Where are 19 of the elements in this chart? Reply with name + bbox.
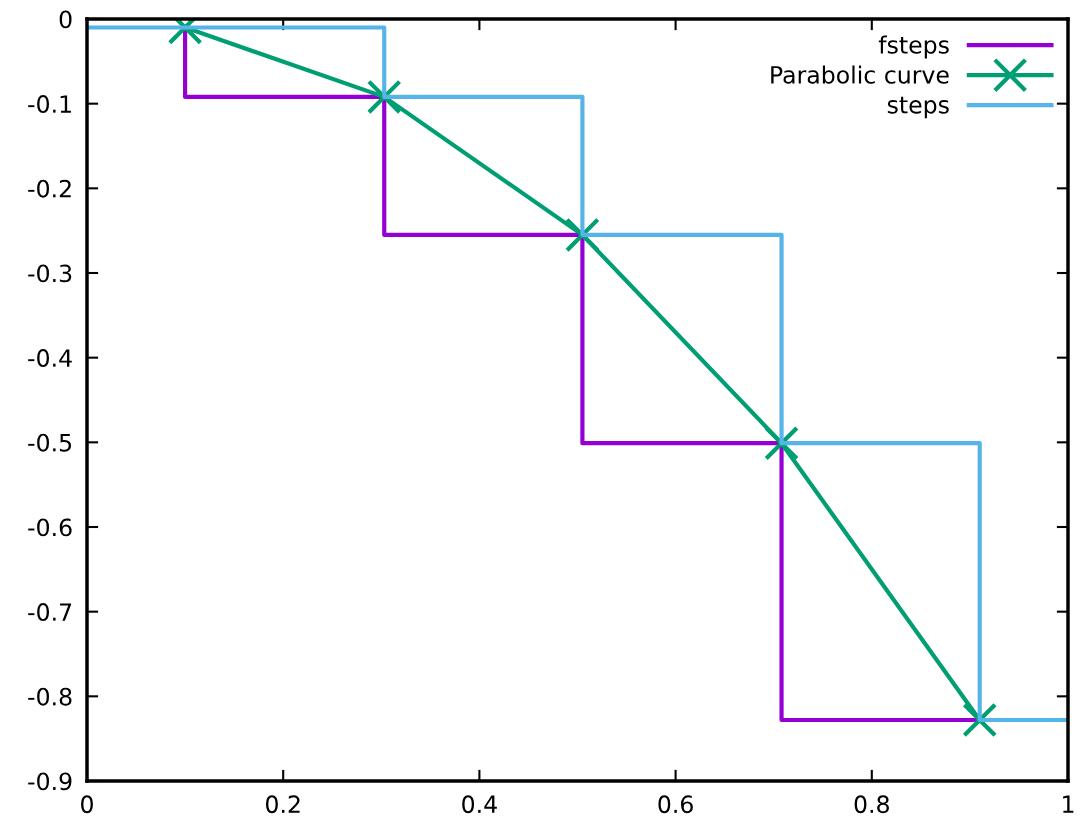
x-tick-label: 0.4	[462, 795, 497, 814]
y-tick-label: -0.6	[28, 518, 72, 537]
legend-label: steps	[887, 96, 949, 119]
legend-label: fsteps	[878, 35, 949, 59]
y-tick-label: -0.4	[28, 349, 72, 367]
y-tick-label: -0.9	[28, 772, 72, 791]
y-tick-label: -0.1	[28, 95, 71, 113]
x-tick-label: 0.2	[265, 795, 300, 814]
x-tick-label: 0.6	[658, 795, 693, 814]
y-tick-label: -0.5	[28, 433, 72, 452]
y-tick-label: 0	[59, 10, 72, 29]
x-tick-label: 1	[1063, 795, 1074, 813]
y-tick-label: -0.3	[28, 264, 72, 283]
y-tick-label: -0.7	[28, 603, 72, 621]
legend-label: Parabolic curve	[771, 65, 949, 84]
y-tick-label: -0.8	[28, 687, 72, 706]
x-tick-label: 0.8	[854, 795, 889, 814]
x-tick-label: 0	[81, 795, 93, 814]
y-tick-label: -0.2	[28, 179, 71, 198]
